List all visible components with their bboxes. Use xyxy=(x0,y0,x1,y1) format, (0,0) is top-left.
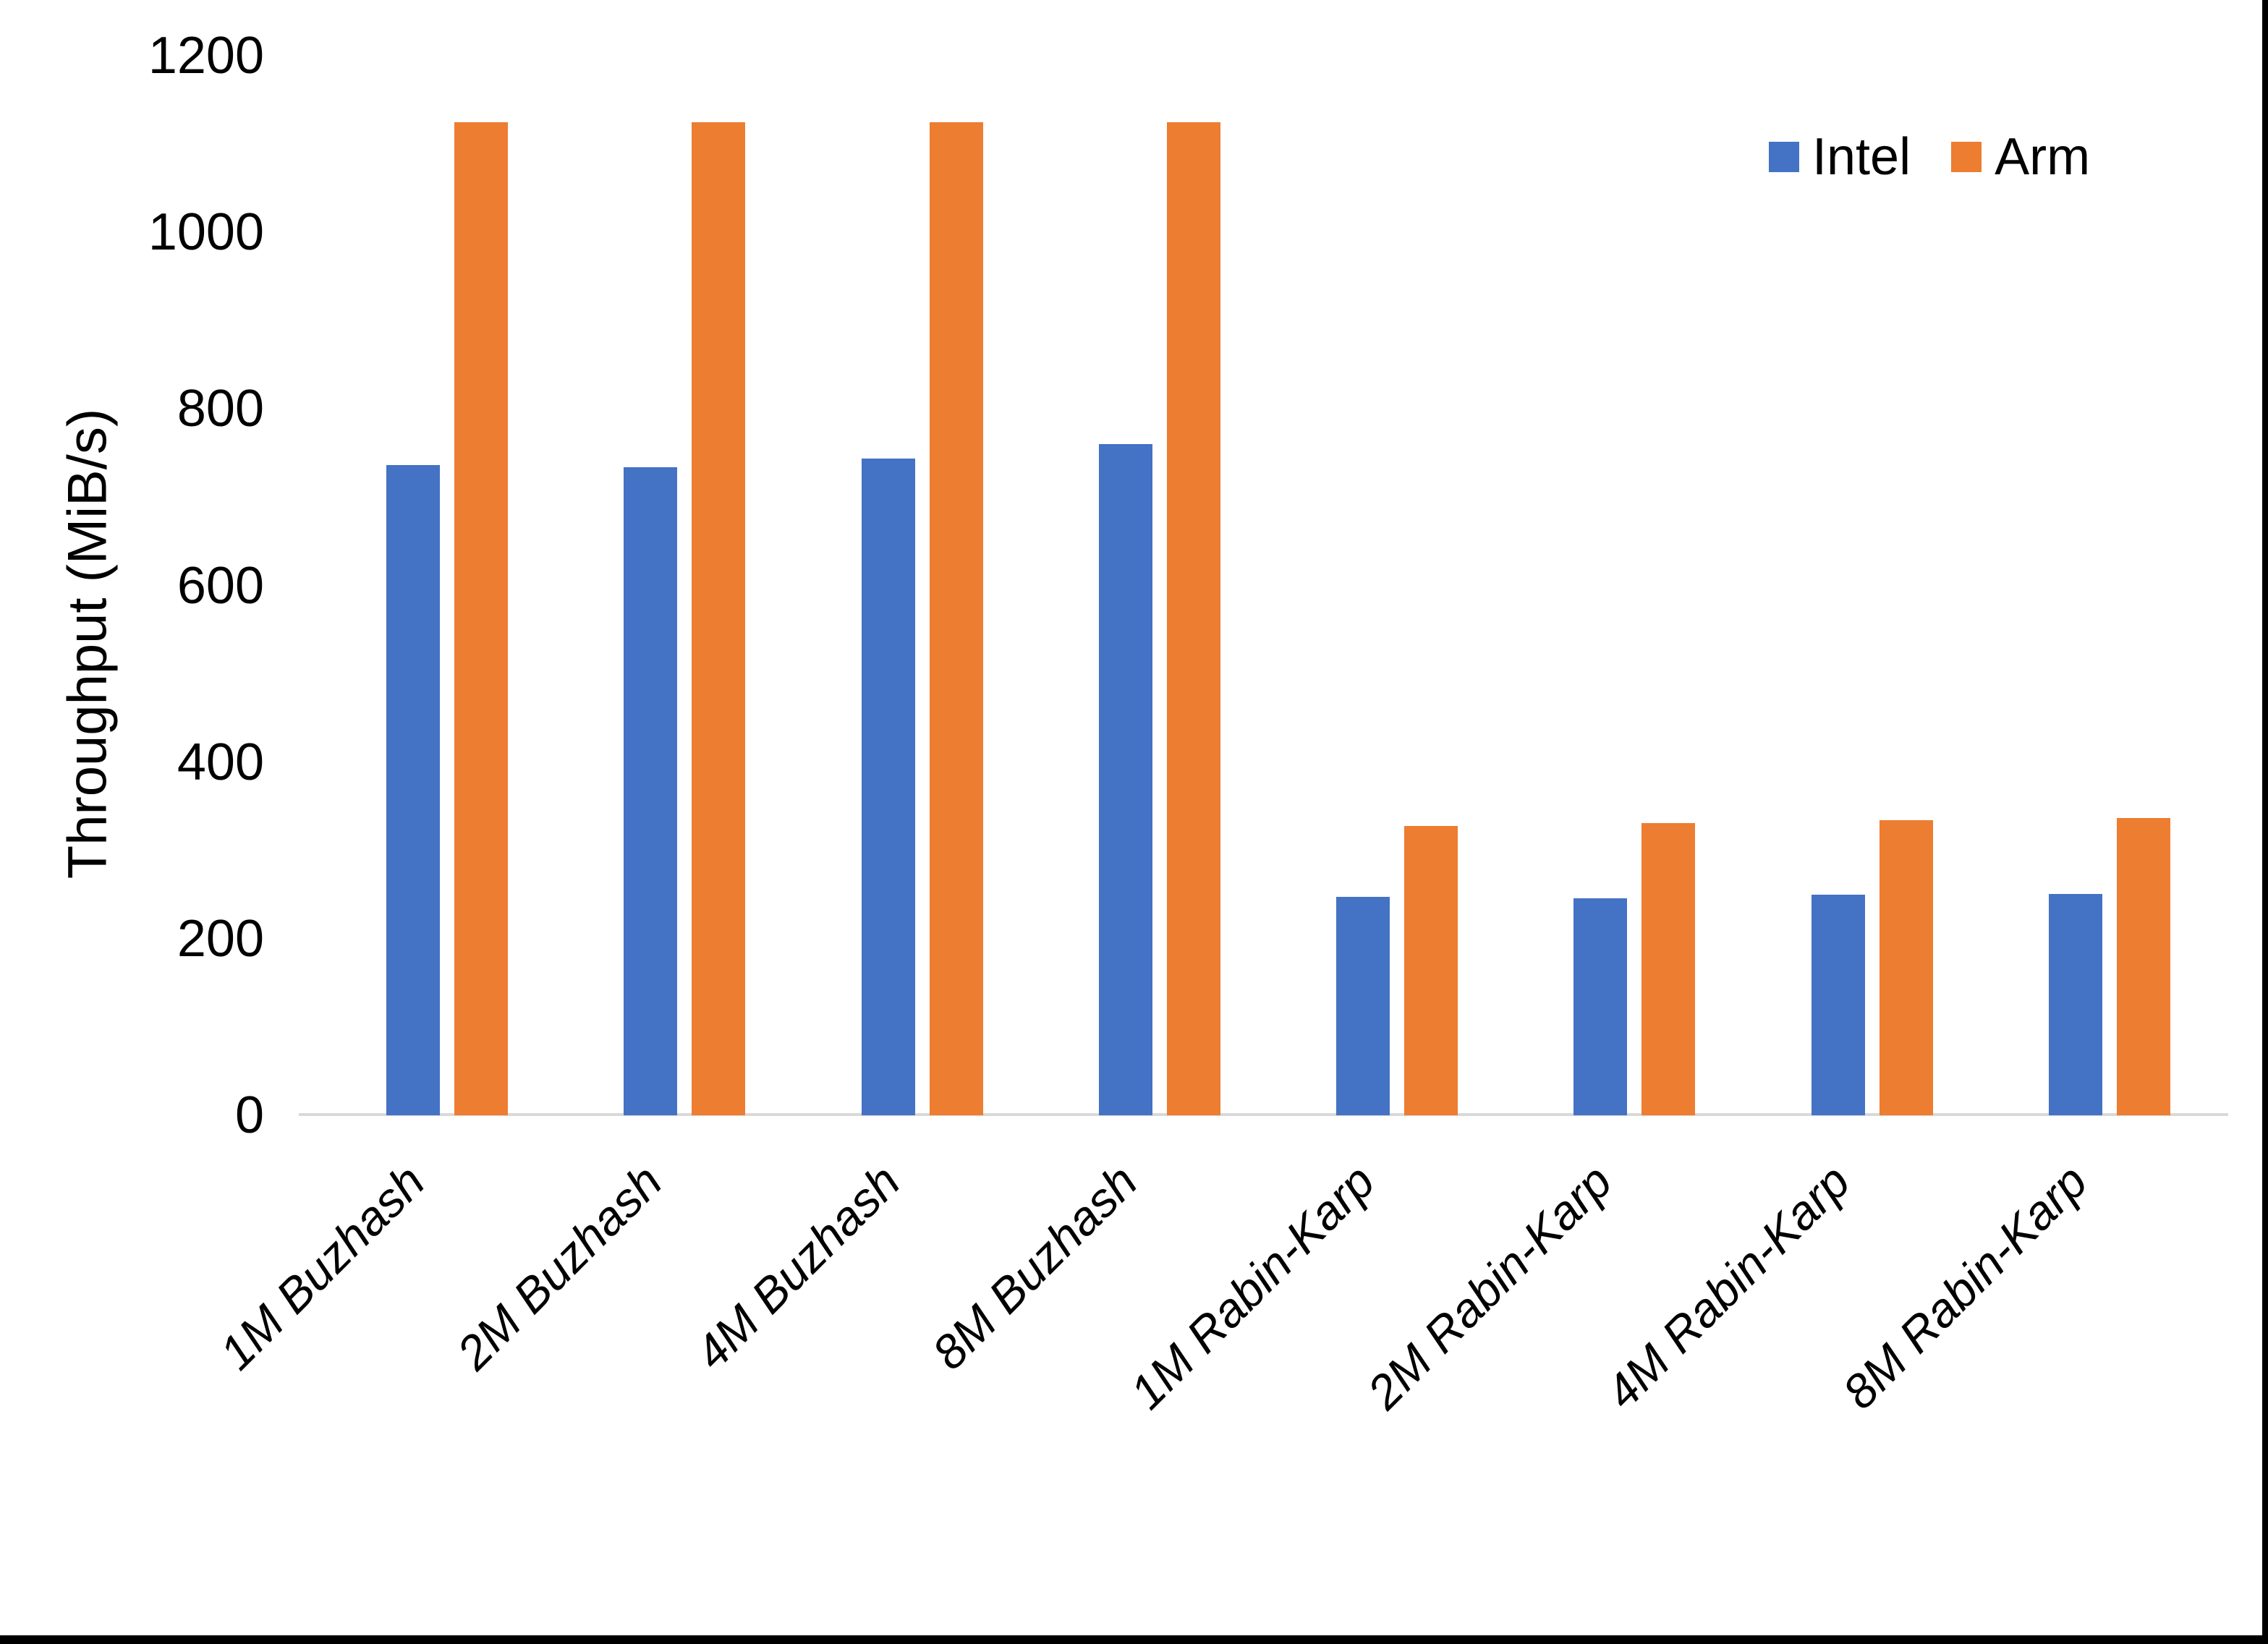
y-tick-label-1200: 1200 xyxy=(148,27,264,85)
x-tick-label-4m-buzhash: 4M Buzhash xyxy=(684,1154,910,1380)
bar-intel-4m-rabin-karp xyxy=(1811,894,1865,1115)
x-tick-label-2m-rabin-karp: 2M Rabin-Karp xyxy=(1357,1154,1623,1419)
x-tick-label-8m-buzhash: 8M Buzhash xyxy=(922,1154,1147,1380)
bar-arm-8m-rabin-karp xyxy=(2116,817,2170,1115)
window-edge-bottom xyxy=(0,1635,2268,1644)
legend-label-arm: Arm xyxy=(1995,128,2091,186)
bar-arm-2m-buzhash xyxy=(692,122,746,1115)
bar-intel-4m-buzhash xyxy=(861,458,915,1115)
x-tick-label-1m-rabin-karp: 1M Rabin-Karp xyxy=(1119,1154,1385,1419)
legend: Intel Arm xyxy=(1769,127,2090,187)
x-tick-label-4m-rabin-karp: 4M Rabin-Karp xyxy=(1594,1154,1860,1419)
x-tick-label-2m-buzhash: 2M Buzhash xyxy=(446,1154,673,1380)
window-edge-right xyxy=(2262,0,2268,1644)
bar-arm-4m-buzhash xyxy=(929,122,983,1115)
x-tick-label-8m-rabin-karp: 8M Rabin-Karp xyxy=(1832,1154,2097,1419)
legend-swatch-arm xyxy=(1951,142,1982,172)
bar-arm-1m-rabin-karp xyxy=(1404,825,1458,1115)
x-axis-baseline xyxy=(299,1113,2228,1116)
y-tick-label-0: 0 xyxy=(234,1086,264,1144)
y-tick-label-1000: 1000 xyxy=(148,203,264,262)
bar-arm-8m-buzhash xyxy=(1166,122,1220,1115)
x-tick-label-1m-buzhash: 1M Buzhash xyxy=(209,1154,436,1380)
bar-intel-8m-rabin-karp xyxy=(2048,893,2102,1115)
y-tick-label-800: 800 xyxy=(177,380,264,438)
bar-intel-8m-buzhash xyxy=(1098,444,1152,1115)
bar-arm-4m-rabin-karp xyxy=(1879,820,1933,1115)
legend-item-arm: Arm xyxy=(1951,127,2090,187)
y-tick-label-400: 400 xyxy=(177,733,264,791)
legend-item-intel: Intel xyxy=(1769,127,1911,187)
y-tick-label-200: 200 xyxy=(177,909,264,968)
bar-arm-2m-rabin-karp xyxy=(1641,822,1696,1115)
legend-swatch-intel xyxy=(1769,142,1799,172)
y-tick-label-600: 600 xyxy=(177,556,264,615)
bar-intel-1m-buzhash xyxy=(386,465,440,1115)
bar-intel-2m-buzhash xyxy=(624,467,678,1115)
bar-intel-2m-rabin-karp xyxy=(1573,898,1628,1115)
bar-arm-1m-buzhash xyxy=(454,122,508,1115)
y-axis-title: Throughput (MiB/s) xyxy=(56,408,119,880)
legend-label-intel: Intel xyxy=(1812,128,1911,186)
bar-intel-1m-rabin-karp xyxy=(1336,897,1390,1115)
